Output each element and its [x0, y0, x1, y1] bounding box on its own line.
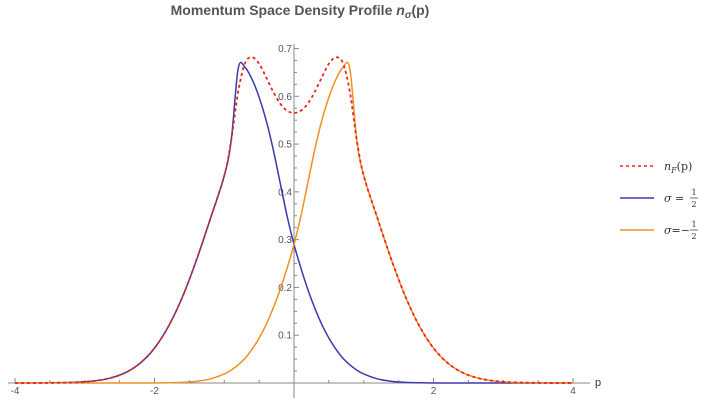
chart-title-main: Momentum Space Density Profile	[171, 2, 397, 18]
chart-title: Momentum Space Density Profile nσ(p)	[171, 2, 430, 21]
legend-label-up-num: 1	[691, 188, 696, 197]
y-tick-label: 0.6	[278, 92, 292, 103]
chart-title-arg: (p)	[411, 2, 429, 18]
legend-label-up-den: 2	[691, 200, 696, 209]
legend-entry-down: σ=− 1 2	[620, 220, 698, 241]
legend-label-down: σ=−	[664, 224, 690, 237]
chart-title-subscript: σ	[405, 10, 412, 21]
legend-label-up-eq: =	[672, 192, 685, 205]
legend-label-down-den: 2	[691, 232, 696, 241]
y-tick-label: 0.7	[278, 44, 292, 55]
axes: -4 -2 2 4 0.1 0.2 0.3 0.4 0.5 0.6 0.7 p	[8, 44, 601, 398]
y-tick-label: 0.2	[278, 283, 292, 294]
x-tick-label: 2	[431, 386, 437, 397]
x-tick-label: -4	[11, 386, 20, 397]
x-tick-label: 4	[570, 386, 576, 397]
legend-label-down-num: 1	[691, 220, 696, 229]
y-ticks: 0.1 0.2 0.3 0.4 0.5 0.6 0.7	[278, 44, 299, 372]
legend-label-nF-subscript: F	[670, 166, 677, 175]
y-tick-label: 0.1	[278, 331, 292, 342]
legend-entry-up: σ = 1 2	[620, 188, 698, 209]
legend: nF(p) σ = 1 2 σ=− 1 2	[620, 160, 698, 241]
x-axis-label: p	[595, 377, 601, 389]
plot-area	[14, 56, 574, 384]
y-tick-label: 0.4	[278, 187, 292, 198]
legend-label-nF: nF(p)	[664, 160, 692, 175]
legend-label-up: σ =	[664, 192, 684, 205]
legend-label-up-symbol: σ	[664, 192, 672, 205]
y-tick-label: 0.5	[278, 140, 292, 151]
chart-title-symbol: n	[396, 2, 405, 18]
x-tick-label: -2	[150, 386, 159, 397]
y-tick-label: 0.3	[278, 235, 292, 246]
series-line-up	[14, 61, 573, 384]
legend-label-nF-symbol: n	[664, 160, 671, 173]
legend-label-down-symbol: σ	[664, 224, 672, 237]
legend-entry-nF: nF(p)	[620, 160, 692, 175]
legend-label-down-eq: =−	[672, 224, 690, 237]
legend-label-nF-arg: (p)	[677, 160, 693, 173]
